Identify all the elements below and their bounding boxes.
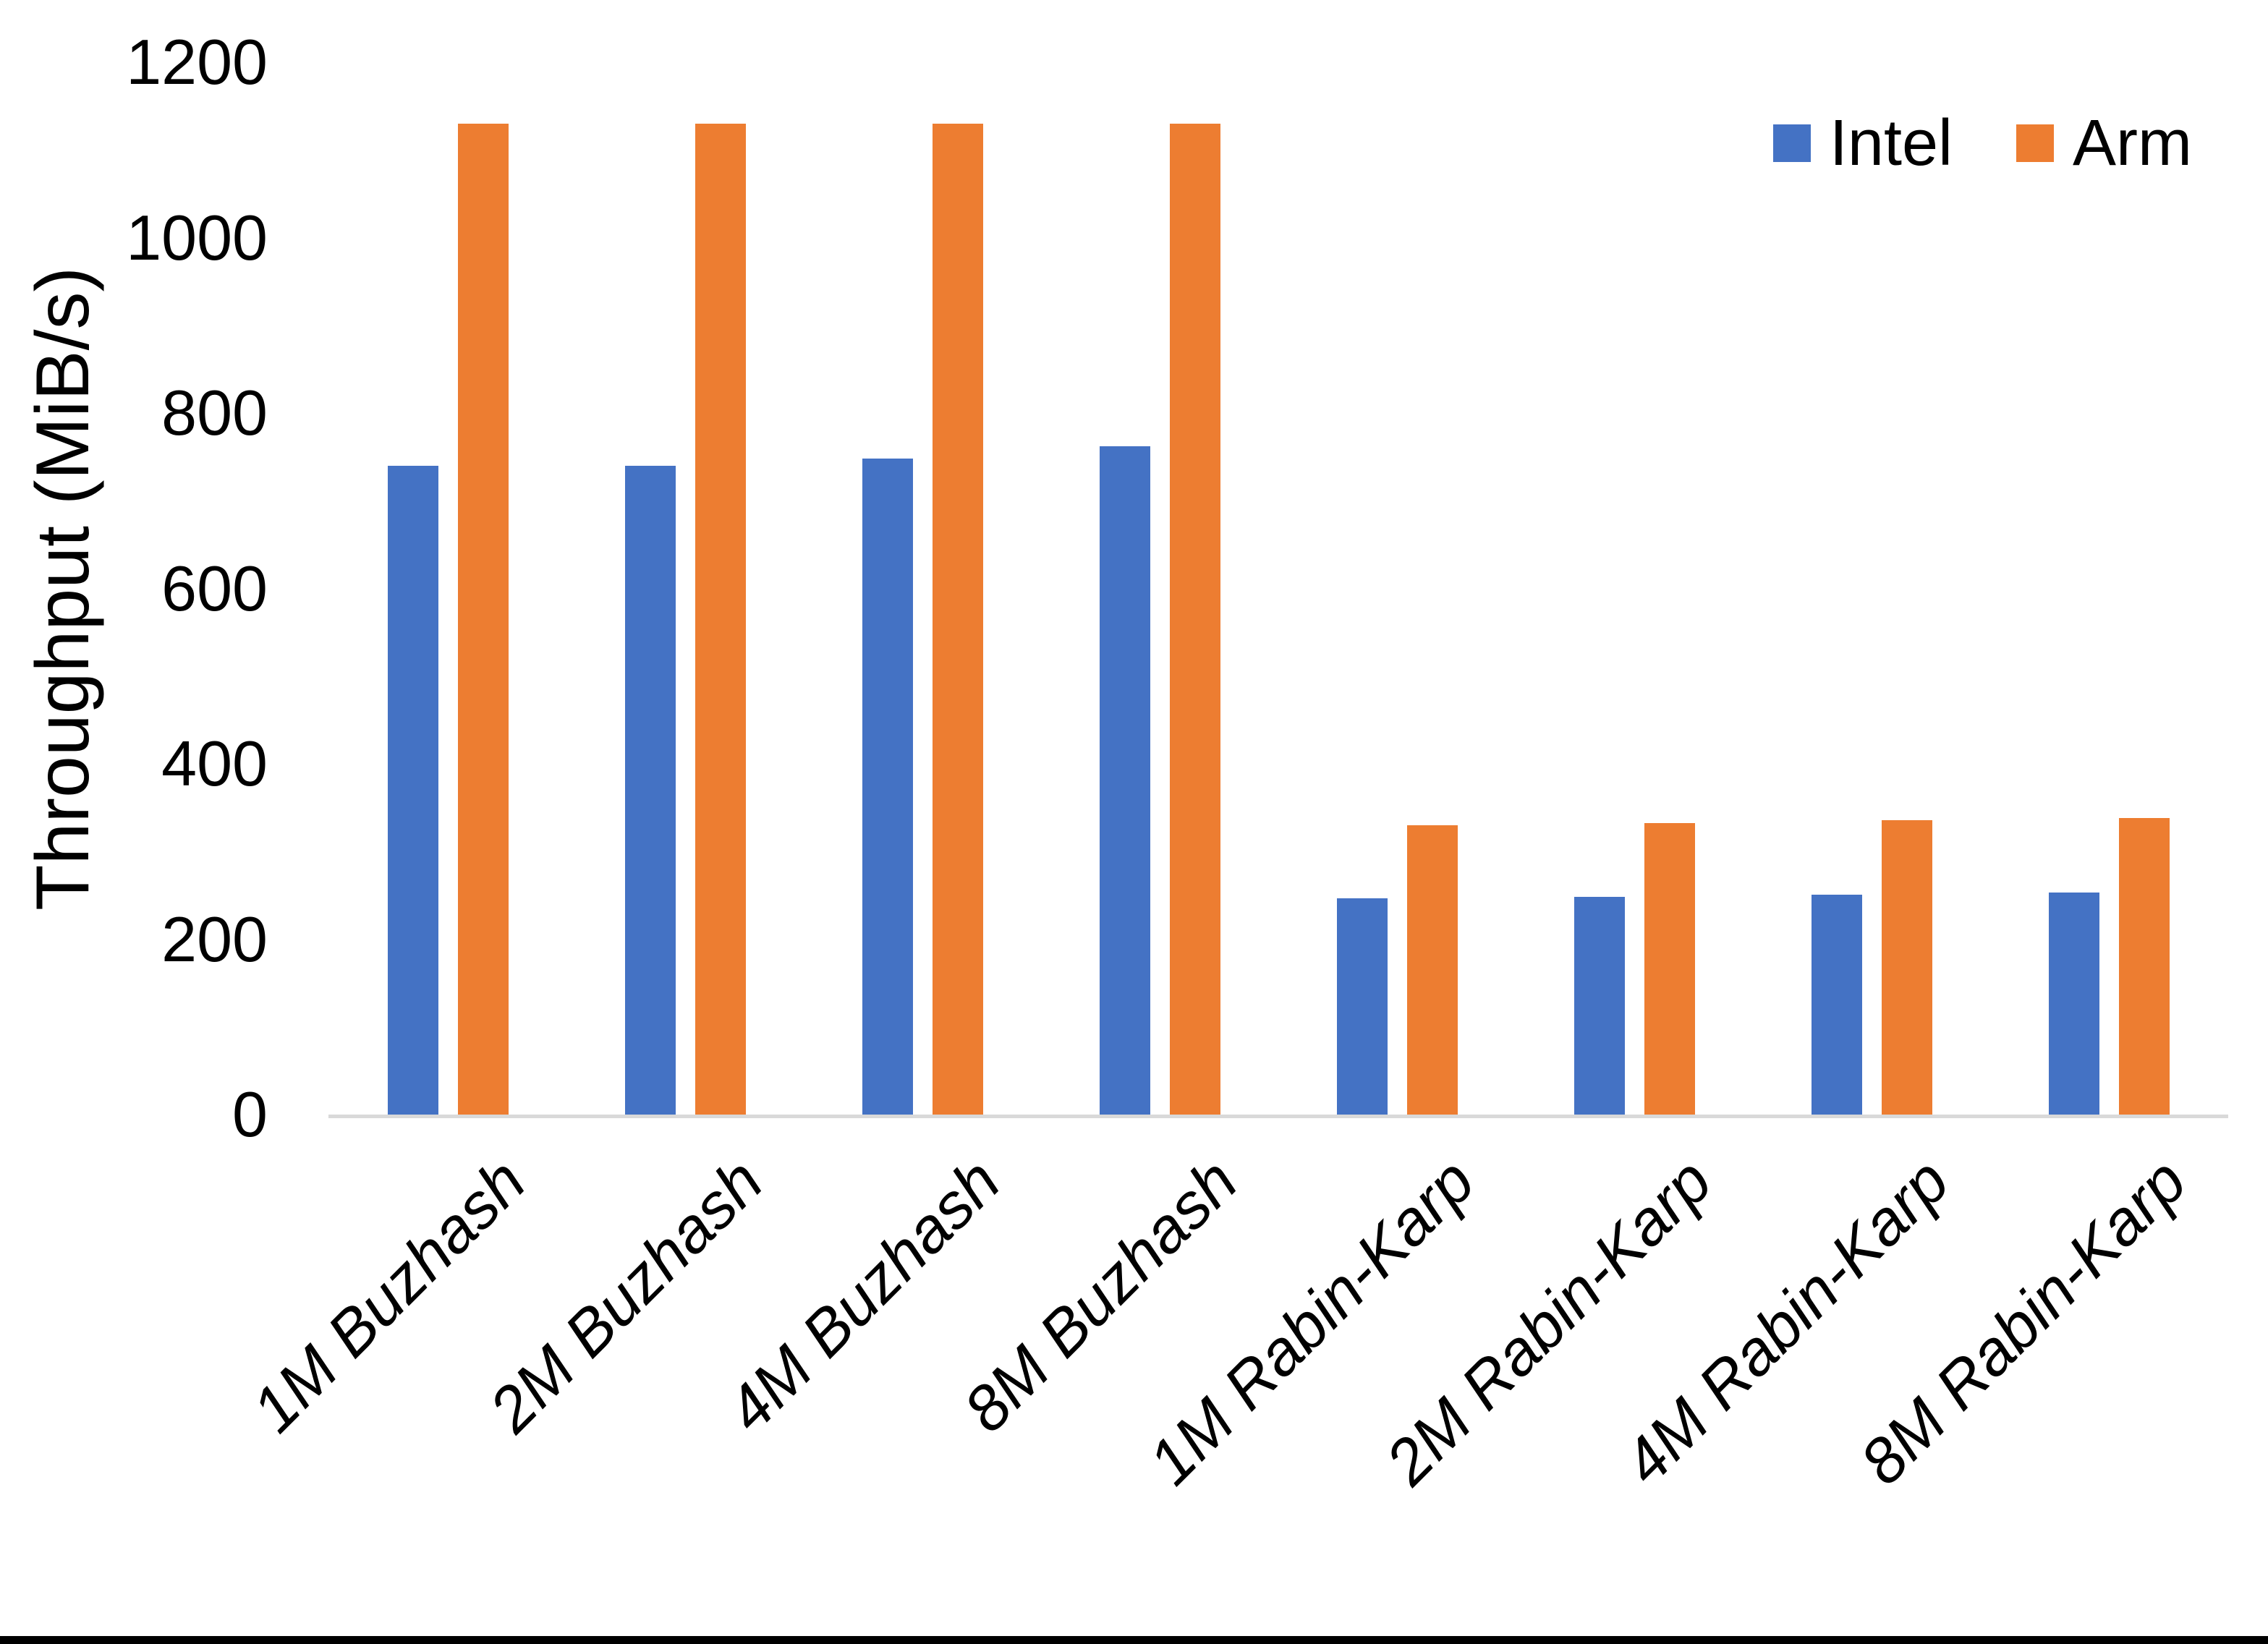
legend-item-arm: Arm	[2016, 107, 2192, 179]
bar-arm-1m-rabin-karp	[1406, 825, 1458, 1115]
legend: Intel Arm	[1772, 107, 2192, 179]
bar-intel-1m-buzhash	[387, 465, 438, 1115]
bar-intel-2m-rabin-karp	[1573, 897, 1625, 1115]
bar-intel-8m-buzhash	[1099, 446, 1150, 1115]
bar-arm-4m-rabin-karp	[1881, 819, 1932, 1115]
legend-swatch-arm	[2016, 124, 2055, 162]
y-tick-label-0: 0	[232, 1078, 268, 1150]
bar-arm-8m-buzhash	[1169, 123, 1220, 1115]
bar-arm-4m-buzhash	[932, 123, 983, 1115]
bar-intel-4m-buzhash	[862, 459, 913, 1115]
x-axis-line	[328, 1115, 2228, 1118]
bar-arm-2m-buzhash	[695, 123, 746, 1115]
bar-intel-2m-buzhash	[624, 465, 676, 1115]
legend-label-intel: Intel	[1829, 107, 1953, 179]
y-tick-label-1000: 1000	[126, 201, 268, 273]
bar-intel-4m-rabin-karp	[1811, 894, 1862, 1115]
legend-swatch-intel	[1772, 124, 1811, 162]
y-tick-label-600: 600	[161, 552, 268, 624]
y-tick-label-200: 200	[161, 903, 268, 975]
bar-arm-8m-rabin-karp	[2118, 818, 2170, 1115]
bar-arm-2m-rabin-karp	[1644, 823, 1695, 1115]
y-tick-label-400: 400	[161, 728, 268, 799]
y-tick-label-800: 800	[161, 377, 268, 448]
bar-intel-8m-rabin-karp	[2048, 893, 2099, 1115]
bottom-border	[0, 1636, 2268, 1644]
bar-arm-1m-buzhash	[457, 123, 509, 1115]
bar-intel-1m-rabin-karp	[1336, 898, 1388, 1115]
legend-label-arm: Arm	[2073, 107, 2192, 179]
legend-item-intel: Intel	[1772, 107, 1953, 179]
y-tick-label-1200: 1200	[126, 26, 268, 98]
